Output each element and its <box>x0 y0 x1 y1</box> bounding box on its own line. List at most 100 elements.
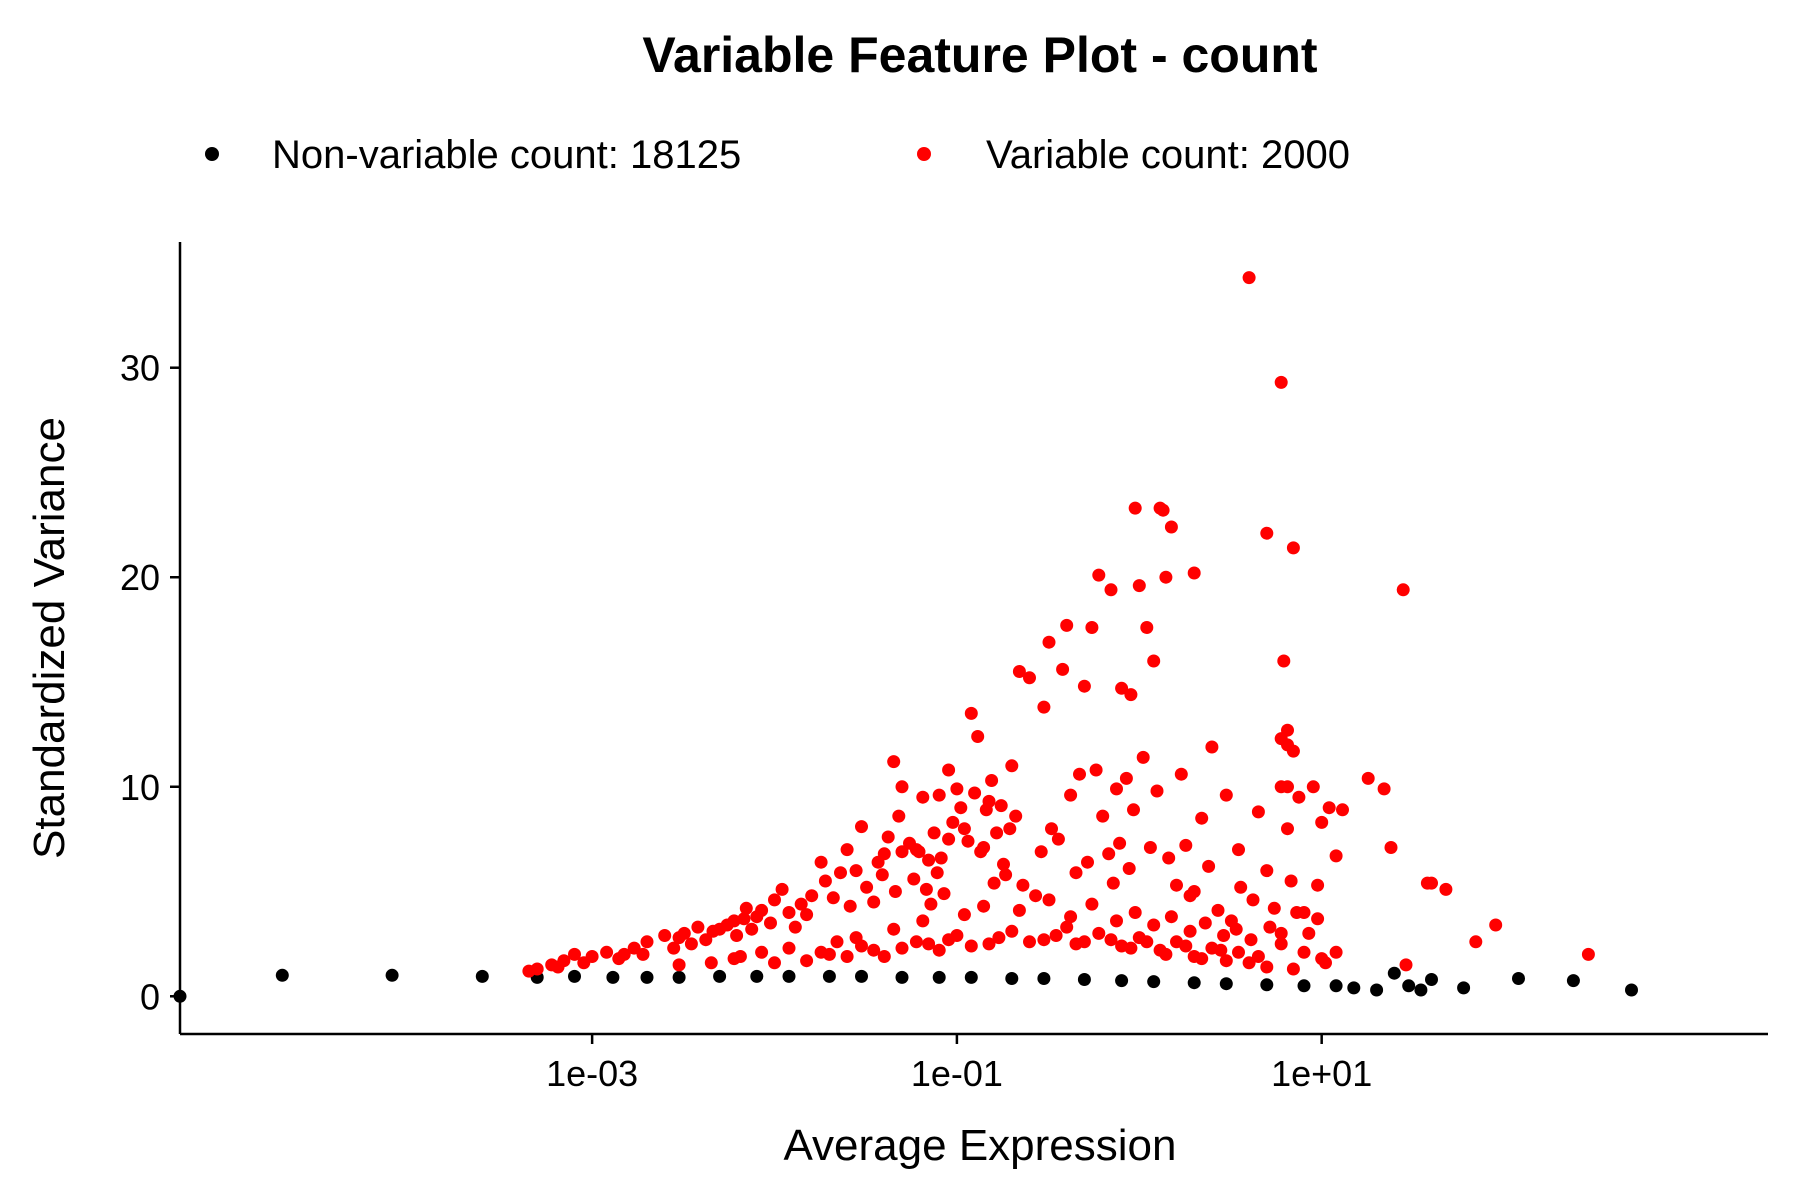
series-variable <box>522 271 1595 978</box>
data-point <box>830 935 844 949</box>
data-point <box>1219 788 1233 802</box>
data-point <box>814 855 828 869</box>
data-point <box>1297 945 1311 959</box>
data-point <box>1023 671 1036 685</box>
data-point <box>1023 935 1036 949</box>
data-point <box>1581 947 1595 961</box>
data-point <box>1469 935 1483 949</box>
data-point <box>704 956 718 970</box>
data-point <box>745 922 759 936</box>
data-point <box>1414 983 1428 997</box>
data-point <box>1292 790 1306 804</box>
data-point <box>1267 901 1281 915</box>
data-point <box>1003 822 1017 836</box>
data-point <box>855 969 868 983</box>
y-axis-title: Standardized Variance <box>25 417 74 859</box>
data-point <box>1232 945 1245 959</box>
data-point <box>1277 654 1291 668</box>
data-point <box>887 755 901 769</box>
data-point <box>1037 972 1051 985</box>
data-point <box>1034 845 1048 859</box>
y-tick-label: 20 <box>120 557 160 598</box>
data-point <box>730 929 744 942</box>
data-point <box>612 952 626 966</box>
data-point <box>755 945 769 959</box>
data-point <box>871 855 885 869</box>
data-point <box>916 790 930 804</box>
data-point <box>1089 763 1103 777</box>
data-point <box>1512 972 1525 985</box>
data-point <box>1140 621 1154 634</box>
data-point <box>924 897 938 911</box>
data-point <box>1260 526 1274 540</box>
data-point <box>1281 822 1294 836</box>
data-point <box>990 826 1004 840</box>
data-point <box>1005 759 1019 773</box>
data-point <box>1128 501 1142 515</box>
data-point <box>1164 910 1178 924</box>
data-point <box>934 851 948 865</box>
data-point <box>997 857 1010 871</box>
data-point <box>930 866 944 880</box>
data-point <box>1077 679 1091 693</box>
data-point <box>720 918 734 932</box>
data-point <box>994 799 1008 813</box>
data-point <box>1229 922 1243 936</box>
data-point <box>1322 801 1336 815</box>
data-point <box>1347 981 1361 995</box>
data-point <box>1263 920 1277 934</box>
data-point <box>1187 976 1201 990</box>
data-point <box>971 730 985 743</box>
data-point <box>942 763 956 777</box>
data-point <box>1096 809 1110 823</box>
series-non-variable <box>173 966 1638 1003</box>
data-point <box>1286 962 1300 976</box>
data-point <box>957 908 971 922</box>
data-point <box>895 780 909 794</box>
data-point <box>982 937 996 951</box>
data-point <box>1056 662 1070 676</box>
data-point <box>1286 541 1300 555</box>
data-point <box>1625 983 1638 997</box>
data-point <box>1370 983 1384 997</box>
data-point <box>818 874 832 888</box>
y-axis-ticks: 0 10 20 30 <box>120 348 180 1017</box>
data-point <box>834 866 847 880</box>
data-point <box>1077 973 1091 986</box>
data-point <box>1202 859 1216 873</box>
data-point <box>1143 841 1157 854</box>
data-point <box>1162 851 1176 865</box>
data-point <box>987 876 1001 890</box>
data-point <box>855 820 868 834</box>
data-point <box>1311 912 1325 926</box>
data-point <box>1092 926 1106 940</box>
data-point <box>1081 855 1094 869</box>
data-point <box>1147 918 1161 932</box>
data-point <box>640 935 654 949</box>
data-point <box>840 950 854 963</box>
legend-marker-variable <box>917 147 931 161</box>
data-point <box>794 897 808 911</box>
data-point <box>782 906 796 919</box>
data-point <box>1183 924 1197 938</box>
data-point <box>849 864 863 878</box>
data-point <box>916 914 930 928</box>
data-point <box>840 843 854 857</box>
data-point <box>950 782 964 796</box>
data-point <box>1009 809 1023 823</box>
data-point <box>867 895 881 909</box>
data-point <box>1187 566 1201 580</box>
data-point <box>1115 681 1129 695</box>
data-point <box>750 969 764 983</box>
chart-title: Variable Feature Plot - count <box>642 27 1317 83</box>
data-point <box>768 956 781 970</box>
data-point <box>1232 843 1245 857</box>
data-point <box>1219 977 1233 991</box>
data-point <box>385 968 399 982</box>
data-point <box>551 960 565 974</box>
data-point <box>999 868 1013 882</box>
data-point <box>937 887 951 901</box>
data-point <box>1457 981 1471 995</box>
data-point <box>1106 876 1120 890</box>
